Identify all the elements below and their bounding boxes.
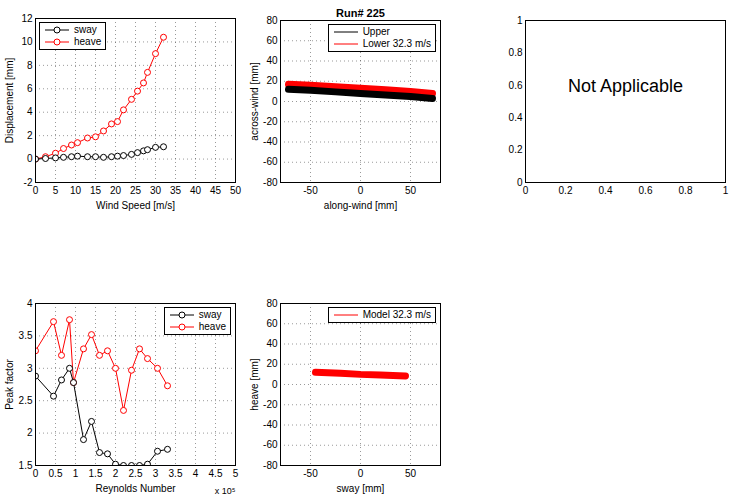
svg-text:-80: -80 bbox=[263, 460, 278, 471]
svg-text:across-wind [mm]: across-wind [mm] bbox=[249, 62, 260, 141]
svg-text:3.5: 3.5 bbox=[169, 468, 183, 479]
html-text:sway: sway bbox=[198, 309, 222, 320]
svg-text:-60: -60 bbox=[263, 156, 278, 167]
svg-text:4.5: 4.5 bbox=[209, 468, 223, 479]
svg-text:0: 0 bbox=[33, 185, 39, 196]
svg-text:2: 2 bbox=[113, 468, 119, 479]
svg-text:60: 60 bbox=[266, 35, 278, 46]
svg-text:0: 0 bbox=[272, 379, 278, 390]
svg-text:Not Applicable: Not Applicable bbox=[568, 76, 683, 96]
svg-text:80: 80 bbox=[266, 298, 278, 309]
svg-text:-40: -40 bbox=[263, 136, 278, 147]
svg-text:10: 10 bbox=[70, 185, 82, 196]
svg-text:-40: -40 bbox=[263, 419, 278, 430]
svg-text:0.2: 0.2 bbox=[559, 185, 573, 196]
svg-text:5: 5 bbox=[53, 185, 59, 196]
svg-text:20: 20 bbox=[266, 75, 278, 86]
svg-text:Reynolds Number: Reynolds Number bbox=[95, 483, 176, 494]
svg-text:4: 4 bbox=[193, 468, 199, 479]
svg-text:3: 3 bbox=[153, 468, 159, 479]
svg-text:Wind Speed [m/s]: Wind Speed [m/s] bbox=[96, 200, 175, 211]
svg-text:Displacement [mm]: Displacement [mm] bbox=[4, 57, 15, 143]
svg-text:0.2: 0.2 bbox=[509, 144, 523, 155]
svg-text:60: 60 bbox=[266, 318, 278, 329]
svg-text:15: 15 bbox=[90, 185, 102, 196]
svg-text:along-wind [mm]: along-wind [mm] bbox=[324, 200, 398, 211]
svg-text:4: 4 bbox=[27, 106, 33, 117]
svg-text:0: 0 bbox=[358, 468, 364, 479]
svg-text:2.5: 2.5 bbox=[19, 395, 33, 406]
svg-text:0.5: 0.5 bbox=[49, 468, 63, 479]
svg-text:8: 8 bbox=[27, 60, 33, 71]
svg-text:50: 50 bbox=[405, 468, 417, 479]
svg-text:0.8: 0.8 bbox=[509, 47, 523, 58]
svg-text:25: 25 bbox=[130, 185, 142, 196]
svg-text:-20: -20 bbox=[263, 116, 278, 127]
svg-text:3: 3 bbox=[27, 363, 33, 374]
svg-text:40: 40 bbox=[266, 338, 278, 349]
svg-text:0: 0 bbox=[33, 468, 39, 479]
svg-text:-50: -50 bbox=[303, 185, 318, 196]
svg-text:4: 4 bbox=[27, 298, 33, 309]
svg-text:-20: -20 bbox=[263, 399, 278, 410]
svg-text:x 10⁵: x 10⁵ bbox=[215, 486, 236, 496]
svg-text:80: 80 bbox=[266, 15, 278, 26]
svg-text:0: 0 bbox=[523, 185, 529, 196]
svg-text:6: 6 bbox=[27, 83, 33, 94]
html-text:Lower 32.3 m/s: Lower 32.3 m/s bbox=[362, 38, 431, 49]
svg-text:35: 35 bbox=[170, 185, 182, 196]
svg-text:0.4: 0.4 bbox=[599, 185, 613, 196]
svg-text:2: 2 bbox=[27, 427, 33, 438]
svg-text:1: 1 bbox=[517, 15, 523, 26]
svg-text:1: 1 bbox=[73, 468, 79, 479]
svg-text:-2: -2 bbox=[24, 177, 33, 188]
svg-text:1.5: 1.5 bbox=[89, 468, 103, 479]
svg-text:30: 30 bbox=[150, 185, 162, 196]
html-text:Upper: Upper bbox=[362, 26, 390, 37]
svg-text:-50: -50 bbox=[303, 468, 318, 479]
svg-text:50: 50 bbox=[405, 185, 417, 196]
svg-text:1: 1 bbox=[723, 185, 729, 196]
svg-text:0: 0 bbox=[358, 185, 364, 196]
svg-text:0.6: 0.6 bbox=[639, 185, 653, 196]
svg-text:0: 0 bbox=[27, 153, 33, 164]
svg-text:50: 50 bbox=[230, 185, 242, 196]
html-text:sway: sway bbox=[74, 24, 97, 35]
svg-text:40: 40 bbox=[190, 185, 202, 196]
svg-text:0: 0 bbox=[272, 96, 278, 107]
svg-text:1.5: 1.5 bbox=[19, 460, 33, 471]
html-text:heave: heave bbox=[74, 36, 102, 47]
svg-text:10: 10 bbox=[21, 36, 33, 47]
svg-text:5: 5 bbox=[233, 468, 239, 479]
svg-text:heave [mm]: heave [mm] bbox=[249, 358, 260, 410]
svg-text:0: 0 bbox=[516, 176, 523, 188]
svg-text:Run# 225: Run# 225 bbox=[336, 7, 385, 19]
svg-text:2.5: 2.5 bbox=[129, 468, 143, 479]
svg-text:-60: -60 bbox=[263, 439, 278, 450]
svg-text:0.8: 0.8 bbox=[679, 185, 693, 196]
svg-text:40: 40 bbox=[266, 55, 278, 66]
html-text:Model 32.3 m/s: Model 32.3 m/s bbox=[362, 309, 431, 320]
svg-text:0.6: 0.6 bbox=[509, 80, 523, 91]
svg-text:45: 45 bbox=[210, 185, 222, 196]
svg-text:12: 12 bbox=[21, 13, 33, 24]
svg-text:Peak factor: Peak factor bbox=[4, 359, 15, 410]
svg-text:2: 2 bbox=[27, 130, 33, 141]
svg-text:3.5: 3.5 bbox=[19, 330, 33, 341]
svg-text:sway [mm]: sway [mm] bbox=[337, 483, 385, 494]
html-text:heave: heave bbox=[198, 321, 226, 332]
svg-text:-80: -80 bbox=[263, 177, 278, 188]
svg-text:0.4: 0.4 bbox=[509, 112, 523, 123]
svg-text:20: 20 bbox=[266, 358, 278, 369]
svg-text:20: 20 bbox=[110, 185, 122, 196]
